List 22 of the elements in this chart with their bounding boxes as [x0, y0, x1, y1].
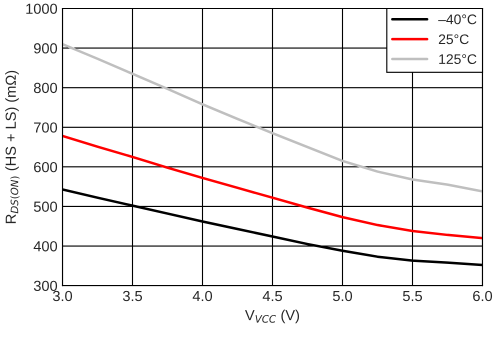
y-tick-label: 700 [34, 122, 58, 133]
legend-label: 25°C [438, 34, 469, 44]
x-tick-label: 4.0 [192, 290, 212, 302]
y-tick-label: 500 [34, 202, 58, 212]
y-tick-label: 300 [34, 280, 58, 292]
y-axis-title: R$_{DS(ON)}$ (HS + LS) (mΩ) [5, 70, 20, 224]
y-tick-label: 800 [34, 82, 58, 94]
legend-label: –40°C [438, 14, 476, 24]
x-tick-label: 5.0 [332, 290, 352, 302]
y-tick-label: 400 [34, 241, 58, 252]
x-tick-label: 3.0 [52, 290, 72, 302]
line-series [62, 42, 482, 193]
x-axis-title: V$_{VCC}$ (V) [245, 310, 300, 324]
x-tick-label: 3.5 [122, 290, 142, 302]
x-tick-label: 6.0 [473, 290, 492, 302]
y-tick-label: 1000 [26, 4, 58, 14]
y-tick-label: 600 [34, 162, 58, 172]
line-series [62, 134, 482, 240]
legend-label: 125°C [439, 54, 476, 64]
x-tick-label: 4.5 [262, 290, 282, 302]
y-tick-label: 900 [34, 43, 58, 54]
x-tick-label: 5.5 [402, 290, 422, 302]
